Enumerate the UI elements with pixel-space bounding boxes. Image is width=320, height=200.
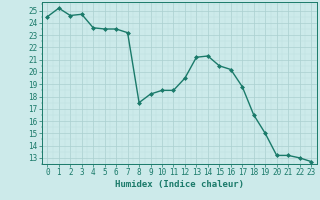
- X-axis label: Humidex (Indice chaleur): Humidex (Indice chaleur): [115, 180, 244, 189]
